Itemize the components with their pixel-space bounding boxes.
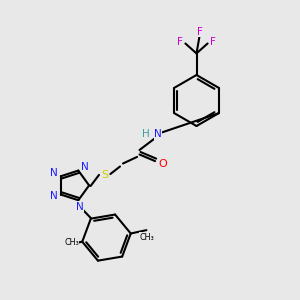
Text: F: F xyxy=(210,37,216,47)
Text: CH₃: CH₃ xyxy=(140,233,154,242)
Text: N: N xyxy=(50,191,57,201)
Text: F: F xyxy=(196,27,202,37)
Text: O: O xyxy=(158,159,167,169)
Text: CH₃: CH₃ xyxy=(64,238,79,247)
Text: N: N xyxy=(76,202,84,212)
Text: N: N xyxy=(154,129,162,140)
Text: N: N xyxy=(50,168,58,178)
Text: H: H xyxy=(142,129,150,140)
Text: N: N xyxy=(81,162,89,172)
Text: F: F xyxy=(177,37,183,47)
Text: S: S xyxy=(101,170,108,181)
